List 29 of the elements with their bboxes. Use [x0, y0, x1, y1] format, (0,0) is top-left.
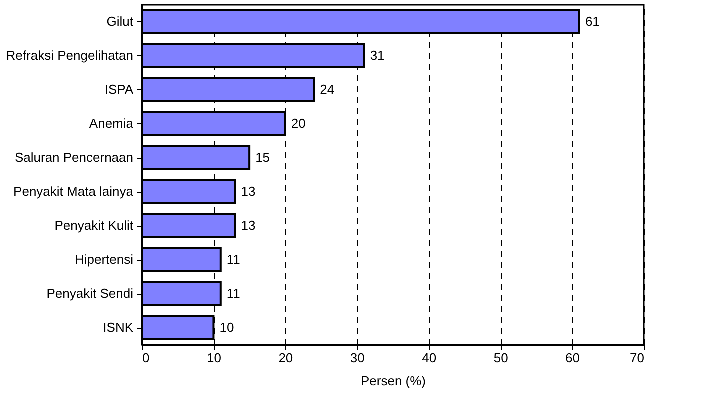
data-label: 15 [256, 150, 270, 165]
data-label: 61 [585, 14, 600, 29]
y-tick-label: Penyakit Kulit [54, 218, 134, 233]
y-tick-label: Refraksi Pengelihatan [6, 48, 134, 63]
x-tick-label: 70 [630, 350, 644, 366]
y-tick-label: Penyakit Sendi [46, 286, 134, 301]
x-tick-label: 10 [206, 350, 222, 366]
x-tick-label: 20 [278, 350, 294, 366]
data-label: 20 [291, 116, 306, 131]
data-label: 10 [220, 320, 234, 335]
y-tick-label: ISNK [103, 320, 134, 335]
x-axis-title: Persen (%) [360, 374, 426, 388]
y-tick-label: Gilut [106, 14, 134, 29]
data-label: 31 [370, 48, 385, 63]
y-tick-label: Saluran Pencernaan [14, 150, 134, 165]
y-tick-label: Anemia [89, 116, 134, 131]
x-tick-label: 50 [494, 350, 508, 366]
x-tick-label: 40 [422, 350, 437, 366]
y-tick-label: Penyakit Mata lainya [14, 184, 134, 199]
data-label: 11 [226, 252, 240, 267]
data-label: 24 [320, 82, 335, 97]
y-tick-label: ISPA [104, 82, 134, 97]
x-tick-label: 0 [142, 350, 150, 366]
x-tick-label: 30 [350, 350, 365, 366]
y-tick-label: Hipertensi [74, 252, 134, 267]
data-label: 13 [241, 218, 256, 233]
data-label: 11 [226, 286, 240, 301]
data-label: 13 [241, 184, 256, 199]
x-tick-label: 60 [566, 350, 580, 366]
